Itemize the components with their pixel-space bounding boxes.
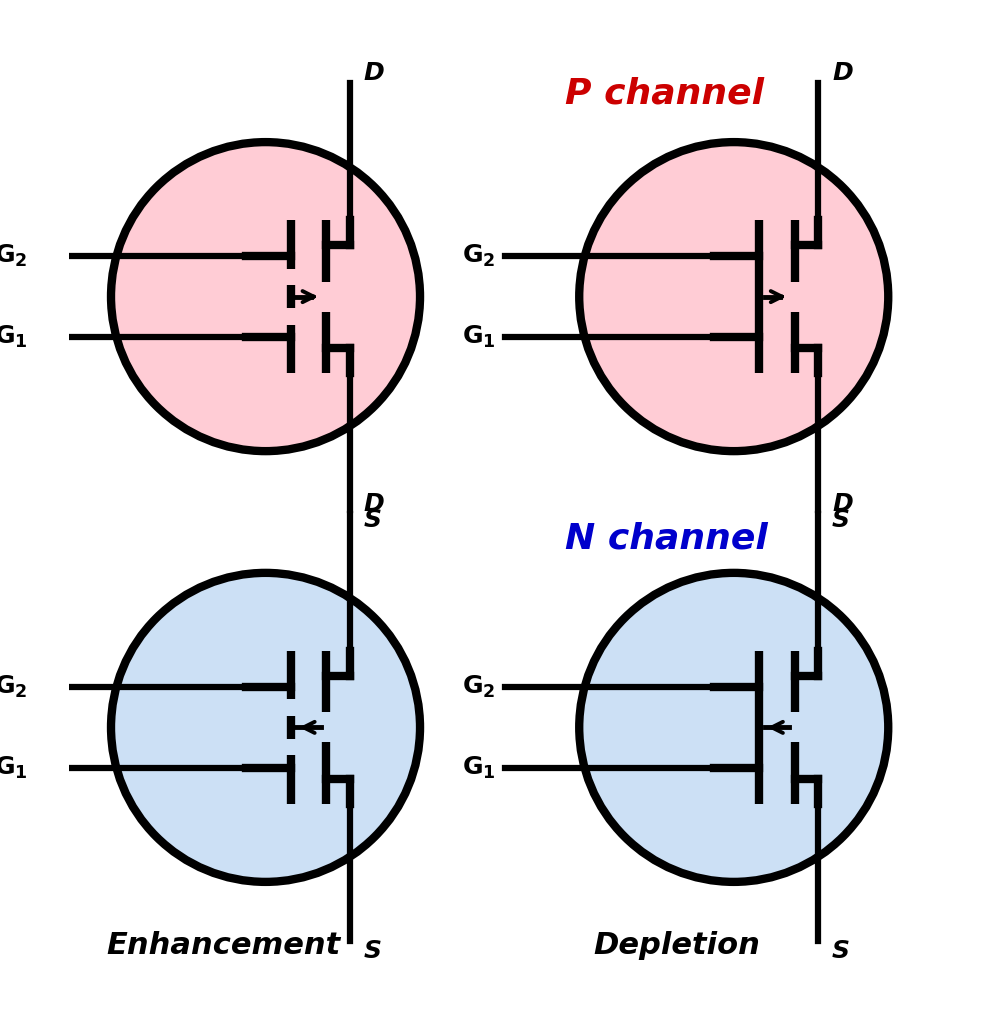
Text: $\mathbf{G_2}$: $\mathbf{G_2}$ [0,674,27,700]
Text: D: D [364,61,384,85]
Circle shape [111,572,421,882]
Text: $\mathbf{G_1}$: $\mathbf{G_1}$ [0,324,27,350]
Text: Enhancement: Enhancement [107,931,341,959]
Text: D: D [364,493,384,516]
Text: $\mathbf{G_1}$: $\mathbf{G_1}$ [462,324,496,350]
Text: $\mathbf{G_1}$: $\mathbf{G_1}$ [0,755,27,780]
Text: Depletion: Depletion [594,931,761,959]
Text: S: S [832,508,850,531]
Text: S: S [364,939,382,963]
Text: $\mathbf{G_1}$: $\mathbf{G_1}$ [462,755,496,780]
Text: D: D [832,493,853,516]
Text: N channel: N channel [565,521,768,555]
Text: S: S [364,508,382,531]
Text: $\mathbf{G_2}$: $\mathbf{G_2}$ [0,244,27,269]
Text: S: S [832,939,850,963]
Text: P channel: P channel [565,77,765,111]
Text: $\mathbf{G_2}$: $\mathbf{G_2}$ [462,674,496,700]
Circle shape [579,572,888,882]
Circle shape [579,142,888,452]
Text: $\mathbf{G_2}$: $\mathbf{G_2}$ [462,244,496,269]
Text: D: D [832,61,853,85]
Circle shape [111,142,421,452]
